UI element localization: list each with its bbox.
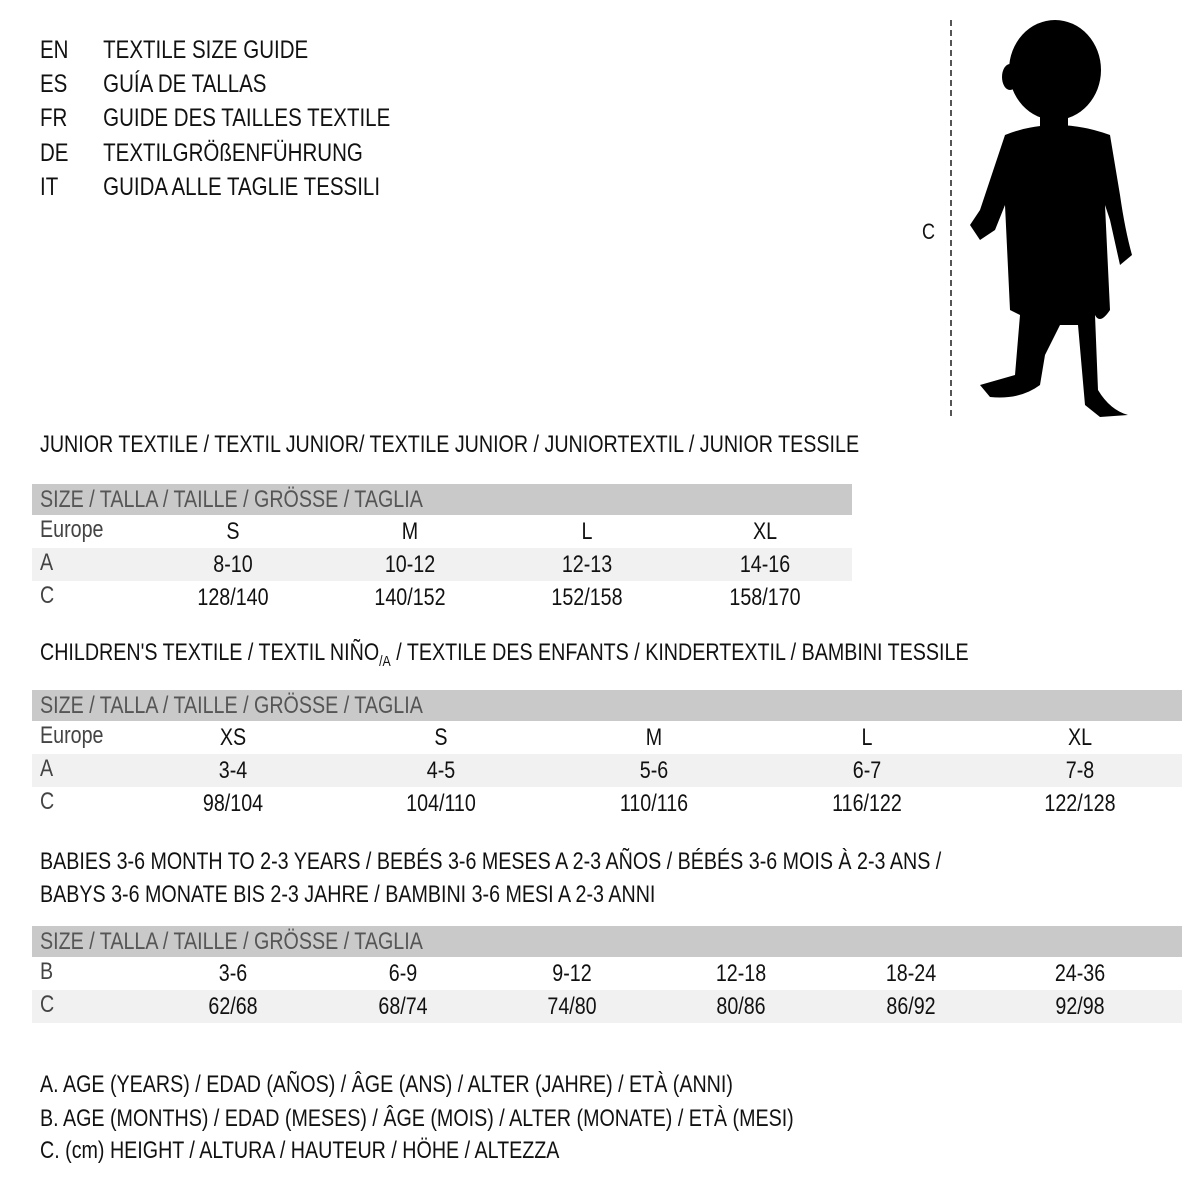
table-cell: XL [1067,724,1093,751]
table-cell: 158/170 [729,584,801,611]
children-title: CHILDREN'S TEXTILE / TEXTIL NIÑO/A / TEX… [40,639,969,670]
row-label: B [40,958,54,985]
row-label: Europe [40,516,104,543]
table-cell: 104/110 [406,790,476,817]
table-cell: 12-18 [715,960,767,987]
table-header: SIZE / TALLA / TAILLE / GRÖSSE / TAGLIA [32,926,1182,957]
table-cell: 3-6 [218,960,248,987]
row-label: A [40,755,54,782]
table-cell: 110/116 [619,790,689,817]
table-row: A 8-10 10-12 12-13 14-16 [32,548,852,581]
table-row: C 98/104 104/110 110/116 116/122 122/128 [32,787,1182,820]
table-cell: 18-24 [885,960,937,987]
table-row: C 62/68 68/74 74/80 80/86 86/92 92/98 [32,990,1182,1023]
table-cell: 74/80 [547,993,597,1020]
table-row: Europe S M L XL [32,515,852,548]
table-cell: XL [752,518,778,545]
table-cell: L [861,724,873,751]
table-cell: 116/122 [832,790,902,817]
table-row: A 3-4 4-5 5-6 6-7 7-8 [32,754,1182,787]
table-cell: 5-6 [639,757,669,784]
table-header: SIZE / TALLA / TAILLE / GRÖSSE / TAGLIA [32,690,1182,721]
table-cell: 98/104 [202,790,264,817]
row-label: C [40,788,55,815]
table-cell: 4-5 [426,757,456,784]
babies-size-table: SIZE / TALLA / TAILLE / GRÖSSE / TAGLIA … [32,926,1182,1023]
row-label: Europe [40,722,104,749]
row-label: A [40,549,54,576]
junior-size-table: SIZE / TALLA / TAILLE / GRÖSSE / TAGLIA … [32,484,852,614]
table-cell: XS [219,724,247,751]
table-cell: 140/152 [374,584,446,611]
row-label: C [40,582,55,609]
table-row: C 128/140 140/152 152/158 158/170 [32,581,852,614]
table-cell: 10-12 [384,551,436,578]
child-silhouette-icon [970,20,1132,417]
babies-title-line1: BABIES 3-6 MONTH TO 2-3 YEARS / BEBÉS 3-… [40,848,942,875]
table-cell: 12-13 [561,551,613,578]
table-cell: M [645,724,663,751]
table-cell: 8-10 [213,551,253,578]
table-row: B 3-6 6-9 9-12 12-18 18-24 24-36 [32,957,1182,990]
table-cell: 80/86 [716,993,766,1020]
legend-b: B. AGE (MONTHS) / EDAD (MESES) / ÂGE (MO… [40,1105,794,1132]
legend-a: A. AGE (YEARS) / EDAD (AÑOS) / ÂGE (ANS)… [40,1071,733,1098]
table-cell: 128/140 [197,584,269,611]
height-dashed-line [950,20,952,416]
table-cell: 3-4 [218,757,248,784]
junior-title: JUNIOR TEXTILE / TEXTIL JUNIOR/ TEXTILE … [40,431,860,458]
table-cell: 62/68 [208,993,258,1020]
table-cell: 6-9 [388,960,418,987]
children-size-table: SIZE / TALLA / TAILLE / GRÖSSE / TAGLIA … [32,690,1182,820]
table-cell: 152/158 [551,584,623,611]
babies-title-line2: BABYS 3-6 MONATE BIS 2-3 JAHRE / BAMBINI… [40,881,656,908]
table-row: Europe XS S M L XL [32,721,1182,754]
table-cell: M [401,518,419,545]
table-header: SIZE / TALLA / TAILLE / GRÖSSE / TAGLIA [32,484,852,515]
table-cell: 9-12 [552,960,592,987]
table-cell: 6-7 [852,757,882,784]
table-cell: 24-36 [1054,960,1106,987]
height-label: C [922,219,936,244]
table-cell: 14-16 [739,551,791,578]
table-cell: 7-8 [1065,757,1095,784]
table-cell: S [434,724,448,751]
table-cell: S [226,518,240,545]
table-cell: 68/74 [378,993,428,1020]
legend-c: C. (cm) HEIGHT / ALTURA / HAUTEUR / HÖHE… [40,1137,560,1164]
table-cell: 92/98 [1055,993,1105,1020]
table-cell: 122/128 [1044,790,1116,817]
row-label: C [40,991,55,1018]
table-cell: L [581,518,593,545]
table-cell: 86/92 [886,993,936,1020]
